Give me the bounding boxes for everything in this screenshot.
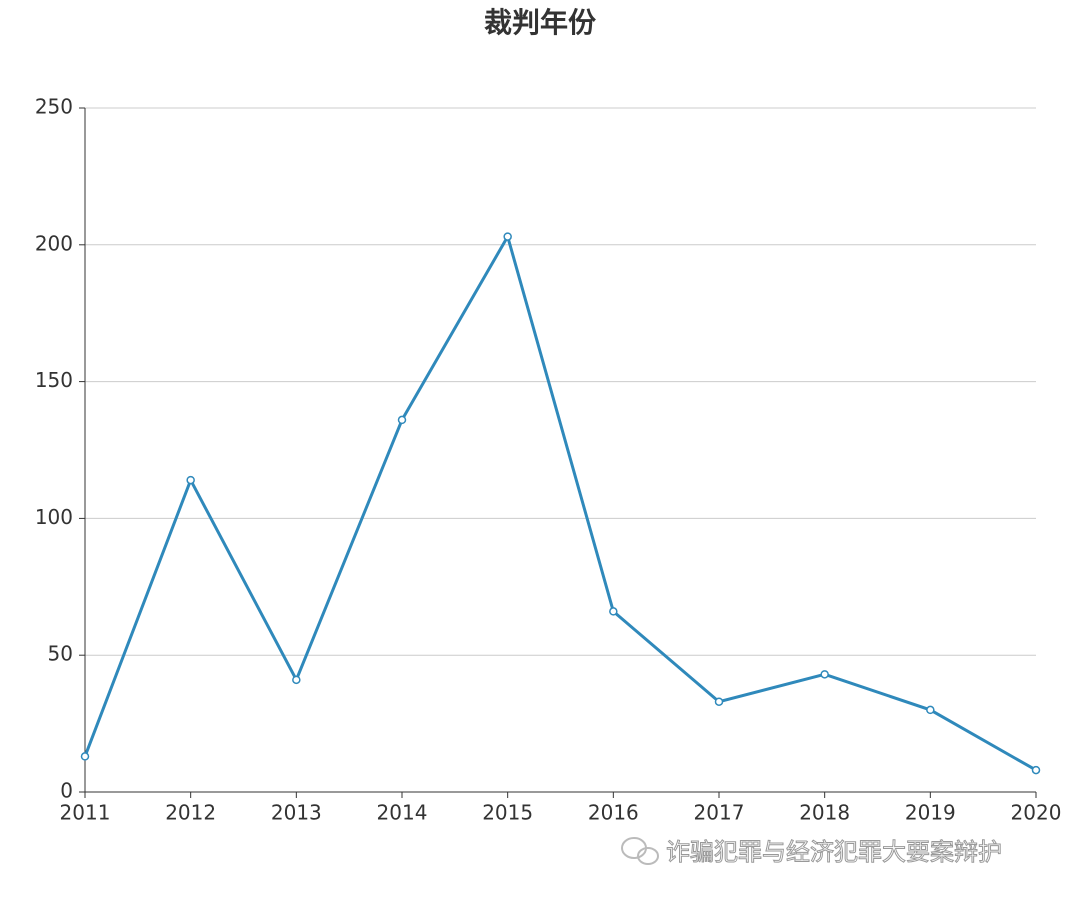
x-tick-label: 2018 (799, 801, 850, 825)
y-tick-label: 0 (60, 779, 73, 803)
x-tick-label: 2017 (694, 801, 745, 825)
x-tick-label: 2019 (905, 801, 956, 825)
point (503, 232, 512, 241)
watermark-icon (621, 837, 659, 865)
point (926, 705, 935, 715)
y-tick-label: 200 (35, 231, 73, 255)
y-tick-label: 150 (35, 368, 73, 392)
chart-title: 裁判年份 (484, 6, 596, 39)
line (83, 232, 1037, 772)
point (609, 607, 618, 616)
x-tick-label: 2011 (60, 801, 111, 825)
point (186, 475, 195, 485)
y-tick-label: 250 (35, 95, 73, 119)
x-tick-label: 2013 (271, 801, 322, 825)
point (80, 752, 90, 761)
x-tick-label: 2020 (1011, 801, 1062, 825)
y-tick-label: 100 (35, 505, 73, 529)
point (714, 697, 724, 706)
x-tick-label: 2016 (588, 801, 639, 825)
x-tick-label: 2015 (482, 801, 533, 825)
x-tick-label: 2012 (165, 801, 216, 825)
point (397, 415, 407, 425)
point (1031, 765, 1041, 775)
point (292, 675, 301, 685)
point (820, 670, 829, 679)
y-tick-label: 50 (48, 642, 73, 666)
watermark: 诈骗犯罪与经济犯罪大要案辩护 (666, 838, 1002, 866)
x-tick-label: 2014 (377, 801, 428, 825)
